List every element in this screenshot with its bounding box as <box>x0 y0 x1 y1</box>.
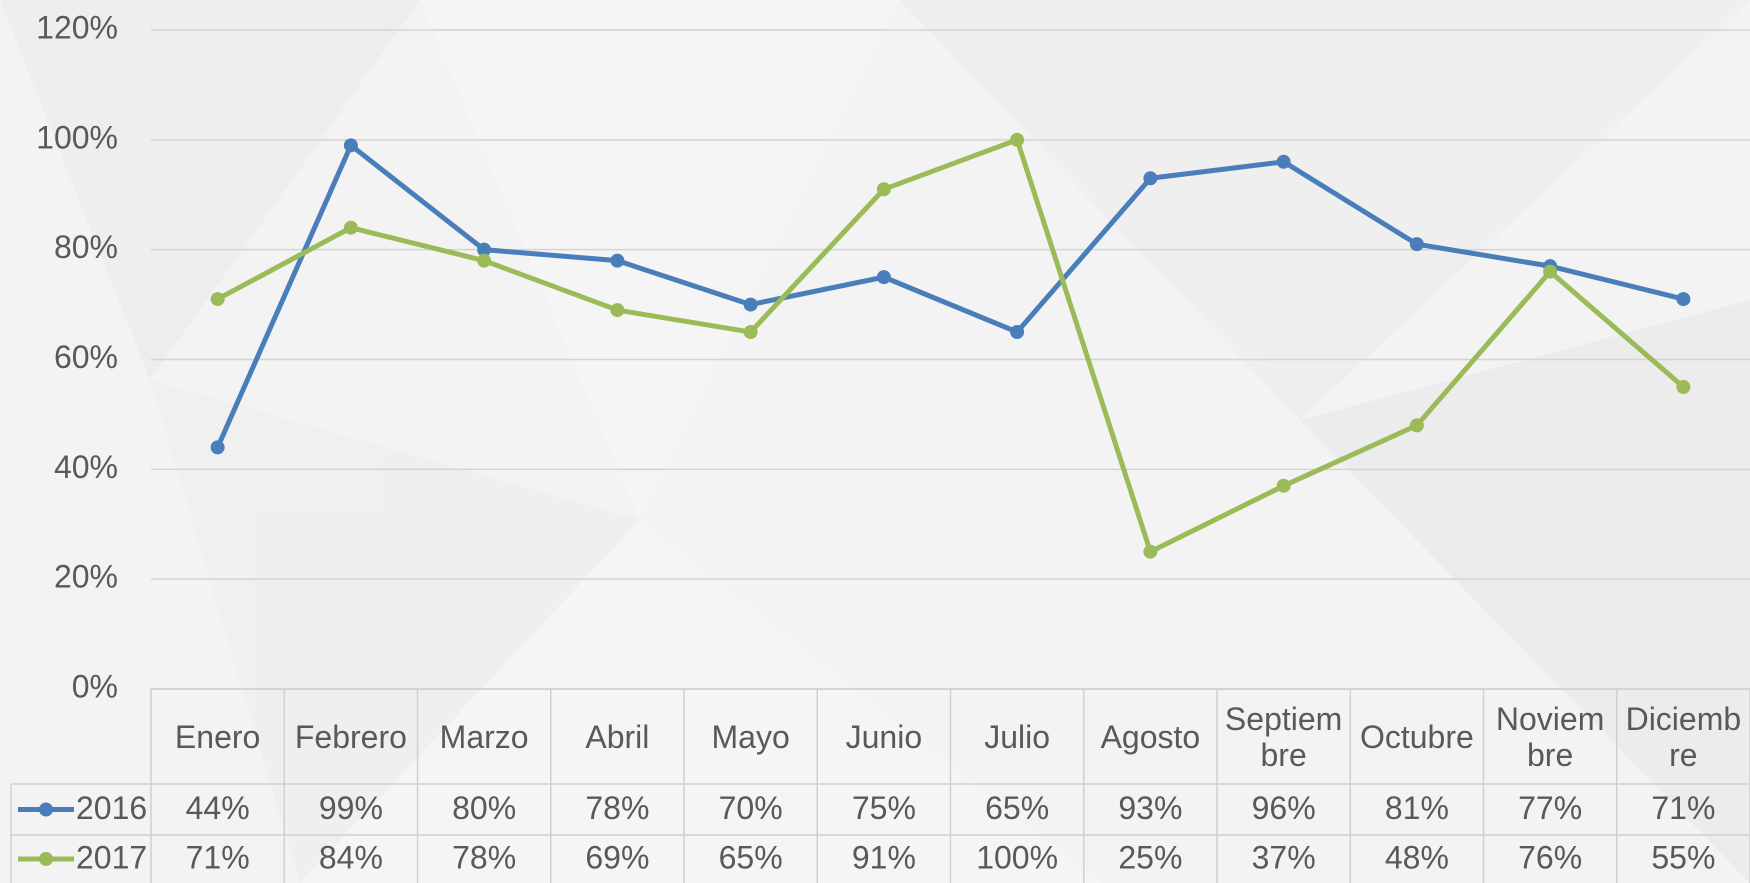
x-tick-label: Septiembre <box>1224 700 1343 773</box>
y-tick-label: 20% <box>54 559 118 595</box>
point <box>477 253 492 268</box>
data-label: 100% <box>976 839 1058 875</box>
x-tick-label: Agosto <box>1100 718 1201 755</box>
legend-marker <box>39 852 53 866</box>
x-tick-label: Diciembre <box>1625 700 1742 773</box>
data-label: 78% <box>452 839 516 875</box>
point <box>1143 544 1158 559</box>
legend-label: 2016 <box>76 790 147 826</box>
data-label: 91% <box>852 839 916 875</box>
data-label: 93% <box>1118 790 1182 826</box>
x-tick-label: Marzo <box>439 718 529 755</box>
x-tick-label: Mayo <box>711 718 790 755</box>
data-label: 75% <box>852 790 916 826</box>
point <box>743 297 758 312</box>
data-label: 99% <box>319 790 383 826</box>
point <box>477 242 492 257</box>
point <box>1676 379 1691 394</box>
point <box>610 253 625 268</box>
point <box>876 182 891 197</box>
point <box>1409 237 1424 252</box>
data-label: 71% <box>186 839 250 875</box>
point <box>1143 171 1158 186</box>
data-label: 96% <box>1252 790 1316 826</box>
data-label: 78% <box>585 790 649 826</box>
point <box>343 138 358 153</box>
x-tick-label: Febrero <box>294 718 407 755</box>
data-label: 65% <box>985 790 1049 826</box>
y-tick-label: 100% <box>36 119 118 155</box>
point <box>1276 478 1291 493</box>
y-tick-label: 80% <box>54 229 118 265</box>
x-tick-label: Octubre <box>1359 718 1474 755</box>
data-label: 25% <box>1118 839 1182 875</box>
point <box>743 325 758 340</box>
point <box>343 220 358 235</box>
data-label: 55% <box>1651 839 1715 875</box>
y-tick-label: 120% <box>36 9 118 45</box>
legend-label: 2017 <box>76 839 147 875</box>
point <box>1010 132 1025 147</box>
x-tick-label: Julio <box>984 718 1051 755</box>
y-tick-label: 40% <box>54 449 118 485</box>
x-tick-label: Enero <box>174 718 261 755</box>
data-label: 80% <box>452 790 516 826</box>
data-label: 71% <box>1651 790 1715 826</box>
x-tick-label: Noviembre <box>1495 700 1605 773</box>
data-label: 76% <box>1518 839 1582 875</box>
x-tick-label: Junio <box>845 718 923 755</box>
point <box>610 303 625 318</box>
x-tick-label: Abril <box>585 718 650 755</box>
point <box>1409 418 1424 433</box>
data-label: 44% <box>186 790 250 826</box>
data-label: 81% <box>1385 790 1449 826</box>
point <box>1276 154 1291 169</box>
y-tick-label: 0% <box>72 668 118 704</box>
point <box>1010 325 1025 340</box>
point <box>210 440 225 455</box>
data-label: 69% <box>585 839 649 875</box>
data-label: 37% <box>1252 839 1316 875</box>
point <box>210 292 225 307</box>
data-label: 77% <box>1518 790 1582 826</box>
data-label: 84% <box>319 839 383 875</box>
data-label: 70% <box>719 790 783 826</box>
data-label: 65% <box>719 839 783 875</box>
point <box>1676 292 1691 307</box>
series-line <box>216 137 1686 555</box>
data-label: 48% <box>1385 839 1449 875</box>
point <box>1543 264 1558 279</box>
point <box>876 270 891 285</box>
y-tick-label: 60% <box>54 339 118 375</box>
series-line <box>215 142 1684 449</box>
legend-marker <box>39 802 53 817</box>
